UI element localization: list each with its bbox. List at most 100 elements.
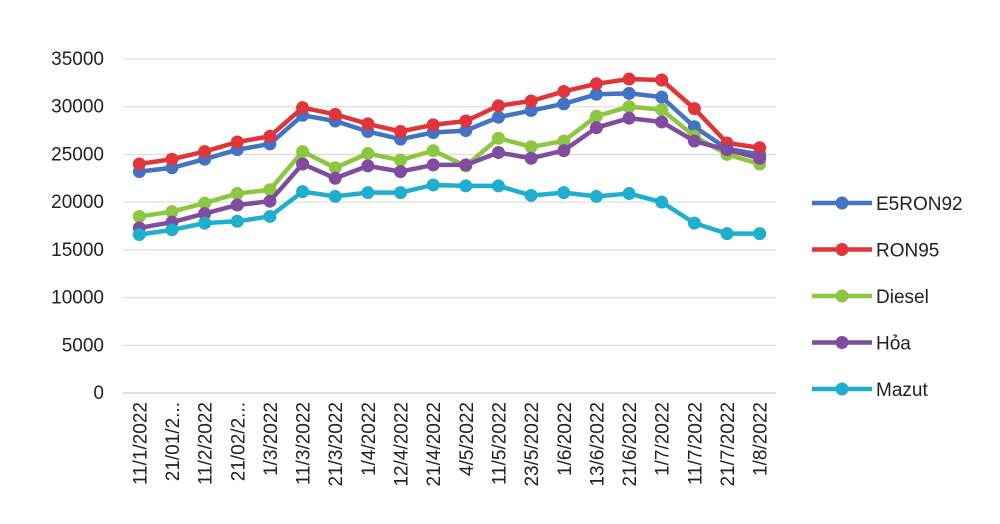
data-point — [524, 104, 538, 118]
x-tick-label: 11/2/2022 — [196, 402, 217, 485]
x-tick-label: 11/1/2022 — [130, 402, 151, 485]
data-point — [557, 84, 571, 98]
data-point — [165, 152, 179, 166]
data-point — [557, 97, 571, 111]
data-point — [622, 187, 636, 201]
data-point — [524, 151, 538, 165]
data-point — [589, 121, 603, 135]
x-tick-label: 1/6/2022 — [555, 402, 576, 476]
data-point — [230, 187, 244, 201]
data-point — [230, 198, 244, 212]
data-point — [198, 207, 212, 221]
legend-item: RON95 — [812, 241, 939, 262]
legend: E5RON92 RON95 Diesel Hỏa Mazut — [812, 194, 963, 401]
data-point — [459, 114, 473, 128]
x-tick-labels: 11/1/2022 21/01/2... 11/2/2022 21/02/2... 1/… — [130, 402, 771, 487]
data-point — [328, 107, 342, 121]
data-point — [426, 118, 440, 132]
data-point — [491, 131, 505, 145]
x-tick-label: 21/02/2... — [228, 402, 249, 481]
data-point — [230, 214, 244, 228]
x-tick-label: 23/5/2022 — [522, 402, 543, 487]
data-point — [622, 100, 636, 114]
x-tick-label: 11/7/2022 — [685, 402, 706, 485]
data-point — [720, 227, 734, 241]
legend-item: Hỏa — [812, 334, 911, 355]
legend-label: E5RON92 — [876, 194, 963, 215]
data-point — [165, 223, 179, 237]
data-point — [753, 151, 767, 165]
data-point — [263, 183, 277, 197]
data-point — [687, 102, 701, 116]
data-point — [361, 186, 375, 200]
data-point — [655, 73, 669, 87]
legend-item: Mazut — [812, 380, 928, 401]
data-point — [394, 165, 408, 179]
x-tick-label: 21/01/2... — [163, 402, 184, 481]
series-Diesel — [132, 100, 767, 223]
x-tick-label: 11/3/2022 — [294, 402, 315, 485]
series-Mazut — [132, 178, 767, 242]
x-tick-label: 13/6/2022 — [587, 402, 608, 487]
data-point — [459, 158, 473, 172]
data-point — [491, 99, 505, 113]
data-point — [459, 124, 473, 138]
data-point — [394, 125, 408, 139]
data-point — [296, 185, 310, 199]
data-point — [753, 141, 767, 155]
gridlines — [123, 58, 776, 346]
data-point — [132, 228, 146, 242]
data-point — [198, 145, 212, 159]
data-point — [491, 179, 505, 193]
data-point — [426, 178, 440, 192]
data-point — [459, 179, 473, 193]
x-tick-label: 1/3/2022 — [261, 402, 282, 476]
legend-swatch-marker — [835, 289, 849, 303]
legend-item: E5RON92 — [812, 194, 963, 215]
data-point — [557, 144, 571, 158]
data-point — [394, 153, 408, 167]
data-point — [589, 109, 603, 123]
data-point — [589, 77, 603, 91]
y-tick-label: 35000 — [51, 49, 104, 70]
data-point — [328, 171, 342, 185]
data-point — [296, 157, 310, 171]
data-point — [622, 111, 636, 125]
y-tick-label: 5000 — [62, 335, 104, 356]
x-tick-label: 21/4/2022 — [424, 402, 445, 487]
series-line — [137, 115, 762, 231]
data-point — [361, 117, 375, 131]
legend-label: Hỏa — [876, 334, 911, 355]
x-tick-label: 11/5/2022 — [489, 402, 510, 485]
data-point — [589, 189, 603, 203]
y-tick-label: 25000 — [51, 144, 104, 165]
data-point — [720, 143, 734, 157]
data-point — [132, 209, 146, 223]
data-point — [361, 159, 375, 173]
data-point — [655, 195, 669, 209]
data-point — [263, 194, 277, 208]
legend-item: Diesel — [812, 287, 929, 308]
data-point — [491, 146, 505, 160]
data-point — [524, 140, 538, 154]
x-tick-label: 1/8/2022 — [751, 402, 772, 476]
data-point — [394, 186, 408, 200]
data-point — [622, 86, 636, 100]
data-point — [296, 101, 310, 115]
legend-swatch-marker — [835, 382, 849, 396]
data-point — [230, 135, 244, 149]
x-tick-label: 21/7/2022 — [718, 402, 739, 487]
legend-label: RON95 — [876, 241, 939, 262]
data-point — [753, 227, 767, 241]
y-tick-label: 20000 — [51, 192, 104, 213]
data-point — [589, 87, 603, 101]
y-tick-labels: 0 5000 10000 15000 20000 25000 30000 35000 — [51, 49, 104, 404]
legend-label: Diesel — [876, 287, 929, 308]
data-point — [296, 145, 310, 159]
data-point — [687, 216, 701, 230]
data-point — [328, 189, 342, 203]
x-tick-label: 4/5/2022 — [457, 402, 478, 476]
data-point — [328, 161, 342, 175]
